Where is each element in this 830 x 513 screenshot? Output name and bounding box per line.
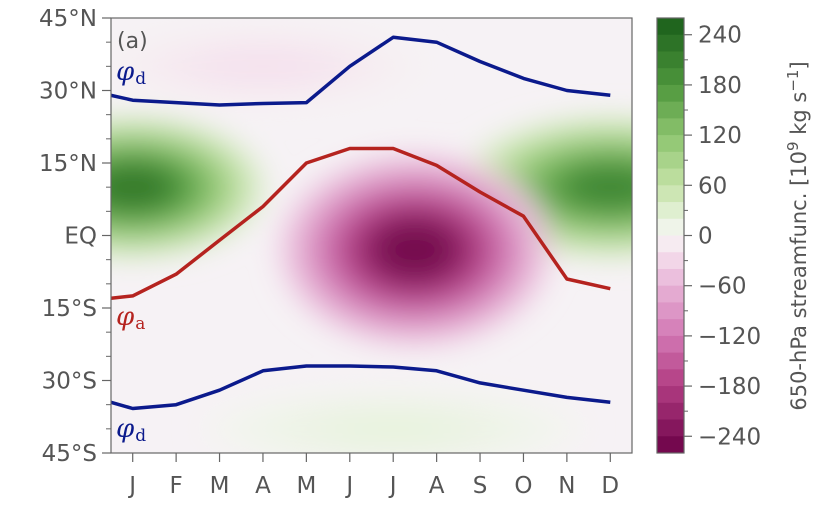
field-band [336, 416, 451, 441]
series-label-subscript: d [135, 69, 146, 89]
colorbar-band [657, 84, 684, 103]
colorbar-band [657, 51, 684, 69]
x-tick-label: N [558, 473, 575, 499]
colorbar-band [657, 436, 684, 454]
colorbar-band [657, 419, 684, 437]
plot-area [110, 17, 633, 454]
field-band [111, 166, 172, 209]
colorbar-band [657, 369, 684, 387]
colorbar-tick-label: 60 [698, 173, 727, 199]
colorbar-label-end: ] [787, 61, 811, 69]
field-band [374, 221, 456, 279]
x-tick-label: A [255, 473, 271, 499]
x-tick-label: S [473, 473, 488, 499]
colorbar-label-main: 650-hPa streamfunc. [10 [787, 151, 811, 411]
x-tick-label: M [296, 473, 316, 499]
colorbar-band [657, 202, 684, 220]
x-tick-label: O [514, 473, 532, 499]
x-tick-label: D [601, 473, 619, 499]
colorbar-label-exponent2: −1 [784, 70, 802, 92]
colorbar-label-units: kg s [787, 92, 811, 142]
colorbar-label: 650-hPa streamfunc. [109 kg s−1] [784, 61, 811, 410]
colorbar-band [657, 335, 684, 354]
field-band [214, 54, 311, 79]
colorbar-band [657, 218, 684, 236]
colorbar-band [657, 268, 684, 287]
y-tick-label: 30°N [39, 79, 97, 105]
x-tick-label: J [127, 473, 136, 499]
colorbar-band [657, 185, 684, 203]
colorbar-tick-label: −180 [698, 374, 761, 400]
x-tick-label: M [210, 473, 230, 499]
colorbar-band [657, 18, 684, 36]
series-label-subscript: a [135, 314, 145, 334]
colorbar-band [657, 34, 684, 52]
field-blobs [111, 26, 632, 453]
streamfunction-field [111, 26, 632, 453]
colorbar-band [657, 168, 684, 186]
colorbar-band [657, 235, 684, 253]
y-tick-label: 30°S [42, 369, 97, 395]
colorbar-tick-label: −60 [698, 274, 747, 300]
colorbar-band [657, 285, 684, 303]
colorbar: 240 180 120 60 0 −60 −120 −180 −240 650-hPa strea… [656, 17, 811, 454]
field-band [565, 166, 632, 209]
colorbar-band [657, 68, 684, 86]
series-line-d-0 [111, 35, 611, 107]
colorbar-band [657, 101, 684, 119]
colorbar-band [657, 118, 684, 136]
colorbar-label-exponent: 9 [784, 141, 802, 151]
colorbar-band [657, 352, 684, 370]
colorbar-tick-label: 180 [698, 73, 742, 99]
colorbar-tick-label: 120 [698, 123, 742, 149]
y-tick-label: 45°N [39, 6, 97, 32]
panel-label: (a) [117, 29, 148, 54]
colorbar-band [657, 135, 684, 153]
series-label-subscript: d [135, 426, 146, 446]
colorbar-tick-label: 0 [698, 224, 713, 250]
colorbar-band [657, 302, 684, 320]
boundary-curves [111, 35, 611, 411]
colorbar-band [657, 319, 684, 337]
y-tick-label: 45°S [42, 441, 97, 467]
colorbar-band [657, 151, 684, 170]
y-tick-label: 15°N [39, 151, 97, 177]
x-tick-label: J [344, 473, 353, 499]
colorbar-band [657, 386, 684, 404]
series-line-d-2 [111, 364, 611, 411]
colorbar-band [657, 402, 684, 421]
colorbar-tick-label: −120 [698, 324, 761, 350]
colorbar-band [657, 252, 684, 270]
series-line-a-1 [111, 146, 611, 301]
x-tick-label: F [170, 473, 183, 499]
y-axis: 45°N 30°N 15°N EQ 15°S 30°S 45°S [39, 6, 111, 467]
x-tick-label: A [429, 473, 445, 499]
x-tick-label: J [388, 473, 397, 499]
y-tick-label: EQ [64, 224, 97, 250]
y-tick-label: 15°S [42, 296, 97, 322]
colorbar-tick-label: 240 [698, 23, 742, 49]
colorbar-tick-label: −240 [698, 424, 761, 450]
